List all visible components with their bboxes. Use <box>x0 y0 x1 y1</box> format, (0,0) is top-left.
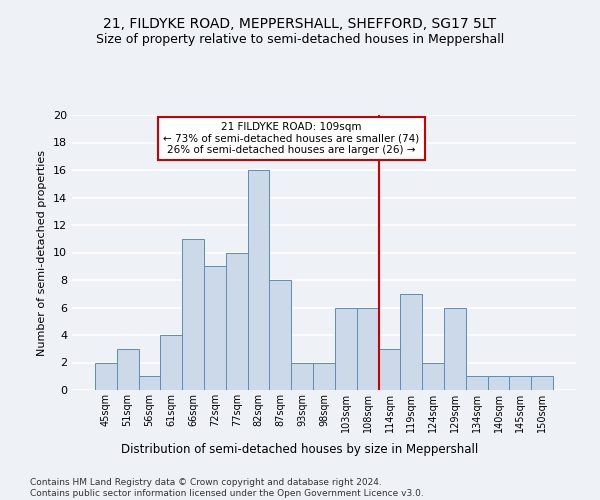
Y-axis label: Number of semi-detached properties: Number of semi-detached properties <box>37 150 47 356</box>
Bar <box>357 308 379 390</box>
Bar <box>531 376 553 390</box>
Bar <box>160 335 182 390</box>
Text: Size of property relative to semi-detached houses in Meppershall: Size of property relative to semi-detach… <box>96 32 504 46</box>
Bar <box>335 308 357 390</box>
Bar <box>509 376 531 390</box>
Bar <box>269 280 291 390</box>
Bar <box>117 349 139 390</box>
Bar <box>379 349 400 390</box>
Bar <box>444 308 466 390</box>
Bar <box>95 362 117 390</box>
Bar <box>204 266 226 390</box>
Bar <box>488 376 509 390</box>
Bar <box>139 376 160 390</box>
Bar <box>226 252 248 390</box>
Bar <box>182 239 204 390</box>
Text: 21 FILDYKE ROAD: 109sqm
← 73% of semi-detached houses are smaller (74)
26% of se: 21 FILDYKE ROAD: 109sqm ← 73% of semi-de… <box>163 122 419 155</box>
Bar <box>313 362 335 390</box>
Text: Distribution of semi-detached houses by size in Meppershall: Distribution of semi-detached houses by … <box>121 442 479 456</box>
Text: 21, FILDYKE ROAD, MEPPERSHALL, SHEFFORD, SG17 5LT: 21, FILDYKE ROAD, MEPPERSHALL, SHEFFORD,… <box>103 18 497 32</box>
Text: Contains HM Land Registry data © Crown copyright and database right 2024.
Contai: Contains HM Land Registry data © Crown c… <box>30 478 424 498</box>
Bar <box>248 170 269 390</box>
Bar <box>291 362 313 390</box>
Bar <box>422 362 444 390</box>
Bar <box>466 376 488 390</box>
Bar <box>400 294 422 390</box>
